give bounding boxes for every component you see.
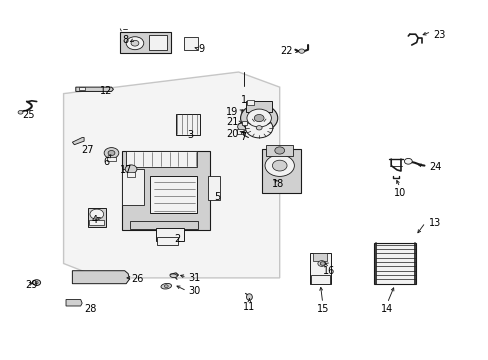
Circle shape xyxy=(164,285,168,288)
Bar xyxy=(261,149,300,193)
Circle shape xyxy=(246,109,271,127)
Text: 14: 14 xyxy=(380,304,393,314)
Text: 3: 3 xyxy=(187,130,193,140)
Bar xyxy=(126,151,196,167)
Circle shape xyxy=(108,150,115,156)
Circle shape xyxy=(125,165,137,174)
Bar xyxy=(309,253,330,284)
Text: 12: 12 xyxy=(100,86,113,96)
Bar xyxy=(106,157,116,161)
Text: 9: 9 xyxy=(198,44,204,54)
Ellipse shape xyxy=(170,274,177,278)
Circle shape xyxy=(126,37,143,50)
Circle shape xyxy=(254,114,264,122)
Text: 26: 26 xyxy=(131,274,143,284)
Circle shape xyxy=(317,261,325,266)
Bar xyxy=(148,35,167,50)
Text: 17: 17 xyxy=(120,165,132,175)
Circle shape xyxy=(35,282,38,284)
Polygon shape xyxy=(63,72,279,278)
Bar xyxy=(236,129,244,134)
Polygon shape xyxy=(76,87,113,91)
Text: 16: 16 xyxy=(322,266,334,276)
Bar xyxy=(150,175,197,213)
Text: 10: 10 xyxy=(393,188,406,198)
Circle shape xyxy=(90,209,103,219)
Circle shape xyxy=(264,155,294,176)
Bar xyxy=(208,176,220,200)
Bar xyxy=(156,229,184,241)
Circle shape xyxy=(298,49,304,53)
Circle shape xyxy=(245,118,272,138)
Text: 19: 19 xyxy=(226,107,238,117)
Ellipse shape xyxy=(161,283,171,289)
Bar xyxy=(374,243,415,284)
Text: 22: 22 xyxy=(279,46,292,56)
Circle shape xyxy=(256,126,262,130)
Circle shape xyxy=(274,147,284,154)
Text: 15: 15 xyxy=(316,304,328,314)
Circle shape xyxy=(237,122,249,131)
Text: 4: 4 xyxy=(91,215,98,225)
Bar xyxy=(246,100,254,105)
Bar xyxy=(120,32,171,53)
Circle shape xyxy=(104,148,119,158)
Circle shape xyxy=(320,262,325,265)
Polygon shape xyxy=(72,138,84,145)
Text: 24: 24 xyxy=(428,162,441,172)
Bar xyxy=(246,101,271,112)
Bar xyxy=(183,37,197,49)
Circle shape xyxy=(404,158,411,164)
Text: 2: 2 xyxy=(174,234,180,244)
Text: 20: 20 xyxy=(226,129,238,139)
Bar xyxy=(129,221,198,229)
Text: 30: 30 xyxy=(188,286,200,296)
Bar xyxy=(122,169,144,205)
Bar xyxy=(157,237,177,245)
Text: 25: 25 xyxy=(22,110,35,120)
Text: 6: 6 xyxy=(103,157,109,167)
Text: 29: 29 xyxy=(25,280,38,290)
Circle shape xyxy=(240,104,277,132)
Text: 31: 31 xyxy=(188,273,200,283)
Text: 27: 27 xyxy=(81,145,93,155)
Bar xyxy=(310,274,329,284)
Bar xyxy=(87,208,106,227)
Bar xyxy=(313,253,326,261)
Text: 8: 8 xyxy=(122,35,128,45)
Text: 28: 28 xyxy=(84,304,97,314)
Text: 21: 21 xyxy=(226,117,238,127)
Text: 18: 18 xyxy=(271,179,284,189)
Text: 13: 13 xyxy=(428,218,441,228)
Polygon shape xyxy=(66,300,82,306)
Text: 11: 11 xyxy=(243,302,255,312)
Text: 5: 5 xyxy=(214,192,220,202)
Text: 23: 23 xyxy=(432,30,445,40)
Bar xyxy=(176,114,200,135)
Bar xyxy=(122,151,210,230)
Circle shape xyxy=(18,111,23,114)
Circle shape xyxy=(272,160,286,171)
Polygon shape xyxy=(72,271,129,284)
Circle shape xyxy=(131,40,139,46)
Bar xyxy=(79,87,85,90)
Bar xyxy=(126,172,135,177)
Text: 1: 1 xyxy=(240,95,246,105)
Circle shape xyxy=(33,280,41,285)
Bar xyxy=(89,220,104,225)
Text: 7: 7 xyxy=(240,132,246,143)
Bar xyxy=(265,145,293,156)
Bar xyxy=(241,121,247,125)
Ellipse shape xyxy=(246,294,252,300)
